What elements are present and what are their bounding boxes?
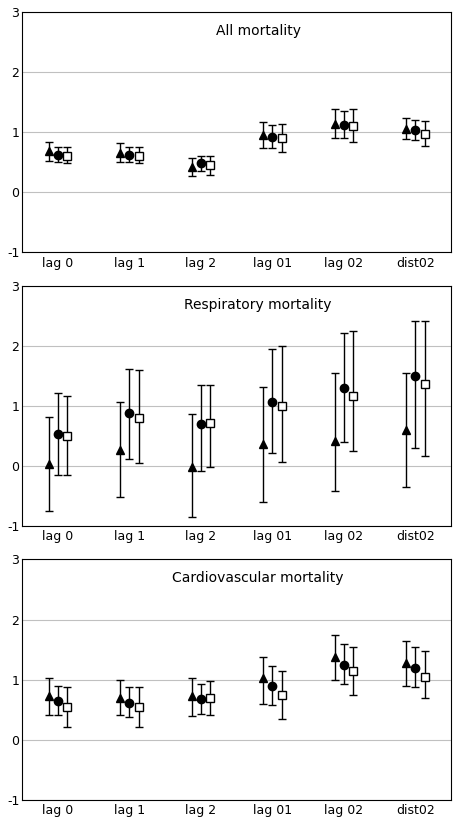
Text: Cardiovascular mortality: Cardiovascular mortality <box>172 572 344 585</box>
Text: All mortality: All mortality <box>216 24 300 38</box>
Text: Respiratory mortality: Respiratory mortality <box>184 297 332 311</box>
